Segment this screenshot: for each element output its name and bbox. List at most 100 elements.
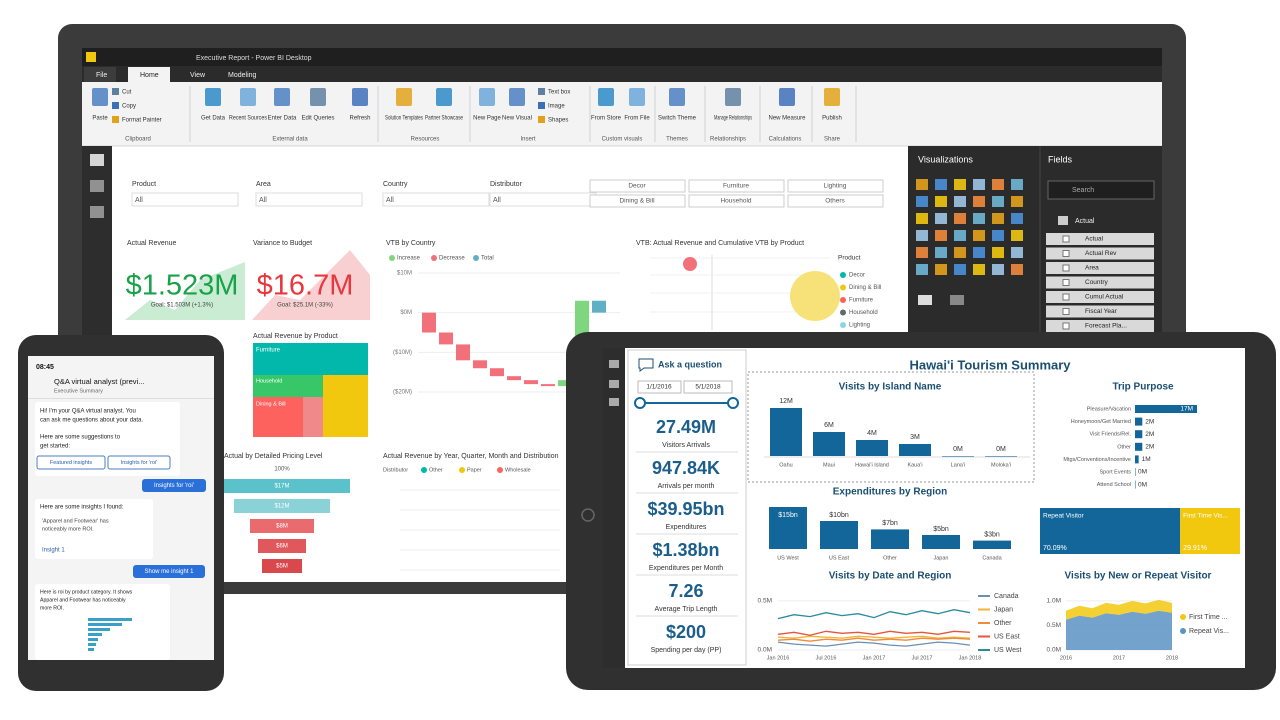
funnel-bar [262,559,302,573]
treemap-cell [323,375,368,437]
filter-label: Decor [628,183,646,190]
bar [1135,417,1143,426]
suggestion-chip[interactable] [107,455,171,470]
mini-bar [88,648,94,651]
ribbon-group: Share [824,137,841,143]
app-icon [86,52,96,62]
value-label: 70.09% [1043,545,1067,552]
viz-icon [973,179,985,190]
ribbon-icon [509,88,525,106]
search-box[interactable] [1047,180,1155,200]
ribbon-button: Get Data [201,116,226,122]
bar [1135,455,1139,464]
legend-label: Canada [994,593,1019,600]
x-tick-label: Maui [823,462,835,468]
y-tick-label: 0.5M [758,598,772,605]
value-label: $5bn [933,526,949,533]
filter-button[interactable] [787,179,884,193]
legend-label: Other [994,620,1012,627]
viz-icon [916,213,928,224]
ribbon-button: Copy [122,104,136,110]
ribbon-icon [824,88,840,106]
legend-dot [840,284,846,291]
chart-title: Actual Revenue by Product [253,333,338,340]
slicer-value: All [493,197,501,204]
bar [856,440,888,456]
y-tick-label: ($10M) [393,350,412,356]
x-tick-label: 2018 [1166,655,1178,661]
filter-label: Lighting [824,183,847,190]
x-tick-label: Jan 2016 [767,655,790,661]
kpi-label: Arrivals per month [658,483,715,490]
value-label: $10bn [829,512,849,519]
value-label: 0M [1138,481,1147,488]
treemap-cell [253,343,368,375]
table-name: Actual [1075,218,1095,225]
ribbon-icon [725,88,741,106]
kpi-value: 27.49M [656,417,716,437]
filter-button[interactable] [688,194,785,208]
field-checkbox[interactable] [1062,308,1070,315]
window-title: Executive Report - Power BI Desktop [196,55,312,62]
slider-handle[interactable] [727,397,739,409]
kpi-title: Variance to Budget [253,240,312,247]
kpi-title: Actual Revenue [127,240,177,247]
field-checkbox[interactable] [1062,235,1070,243]
legend-label: Japan [994,606,1013,613]
waterfall-bar [456,344,470,361]
field-checkbox[interactable] [1062,322,1070,330]
x-tick-label: US West [777,555,799,561]
legend-label: Lighting [849,323,870,329]
slicer-box [255,192,363,207]
kpi-value: $16.7M [257,270,354,302]
value-label: 0M [996,446,1006,453]
ribbon-button: From File [624,116,650,122]
viz-icon [992,264,1004,275]
ribbon-button: Switch Theme [658,116,697,122]
legend-label: First Time ... [1189,614,1228,621]
slicer-box [489,192,597,207]
suggestion-chip[interactable] [36,455,106,470]
viz-icon [935,196,947,207]
field-checkbox[interactable] [1062,264,1070,272]
filter-button[interactable] [589,194,686,208]
chart-title: VTB by Country [386,240,436,247]
viz-icon [992,230,1004,241]
viz-icon [1011,213,1023,224]
ribbon-button: Cut [122,90,132,96]
kpi-value: 947.84K [652,458,720,478]
series-area [1066,599,1172,620]
y-tick-label: Other [1117,444,1131,450]
value-label: 29.91% [1183,545,1207,552]
filter-button[interactable] [589,179,686,193]
treemap-cell [303,397,323,437]
ribbon-button: Format Painter [122,118,162,124]
ask-icon [638,358,654,372]
field-name: Actual [1085,236,1104,243]
y-tick-label: ($20M) [393,390,412,396]
field-name: Forecast Pla... [1085,323,1127,330]
filter-button[interactable] [787,194,884,208]
field-row [1046,291,1154,303]
field-row [1046,305,1154,318]
field-checkbox[interactable] [1062,250,1070,257]
active-tab [128,67,170,82]
legend-dot [1180,628,1186,634]
field-checkbox[interactable] [1062,293,1070,301]
legend-dot [431,255,437,261]
ribbon-button: Solution Templates [385,116,423,122]
field-checkbox[interactable] [1062,279,1070,286]
ribbon-button: New Visual [502,116,532,122]
y-tick-label: 0.0M [1047,647,1061,654]
mini-bar [88,633,102,636]
filter-button[interactable] [688,179,785,193]
ribbon-button: New Measure [768,116,806,122]
legend-label: Decor [849,273,865,279]
slider-handle[interactable] [634,397,646,409]
series-line [777,637,971,642]
value-label: 1M [1142,456,1151,463]
viz-icon [973,230,985,241]
legend-dot [840,322,846,328]
viz-icon [916,196,928,207]
chat-subtitle: Executive Summary [54,388,103,394]
